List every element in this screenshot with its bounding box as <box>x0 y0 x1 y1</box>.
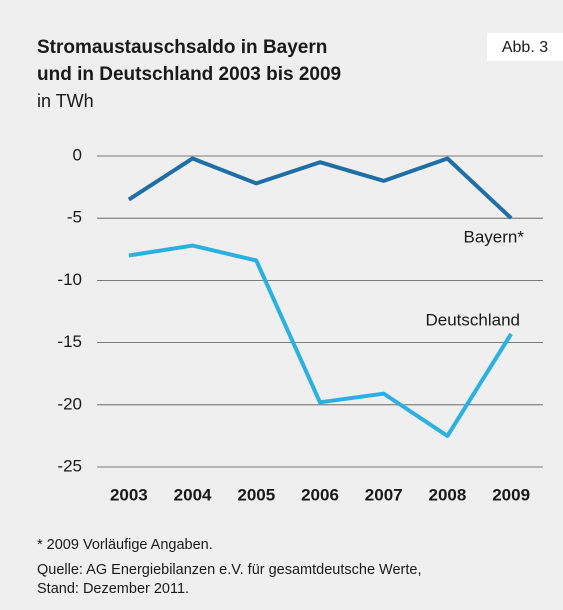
y-tick-label: 0 <box>73 145 82 164</box>
x-tick-label: 2009 <box>492 485 530 504</box>
series-label: Deutschland <box>425 310 520 329</box>
y-tick-label: -25 <box>57 456 82 475</box>
series-label: Bayern* <box>464 227 525 246</box>
footnote: Quelle: AG Energiebilanzen e.V. für gesa… <box>37 562 421 578</box>
footnote: Stand: Dezember 2011. <box>37 581 189 597</box>
x-tick-label: 2004 <box>174 485 212 504</box>
y-tick-label: -5 <box>67 208 82 227</box>
x-tick-label: 2005 <box>237 485 275 504</box>
x-tick-label: 2008 <box>429 485 467 504</box>
y-tick-label: -15 <box>57 332 82 351</box>
series-line <box>127 156 513 220</box>
chart-title: Stromaustauschsaldo in Bayern <box>37 37 327 58</box>
chart-title: und in Deutschland 2003 bis 2009 <box>37 64 341 85</box>
x-tick-label: 2003 <box>110 485 148 504</box>
badge-box <box>487 33 563 61</box>
y-tick-label: -10 <box>57 270 82 289</box>
footnote: * 2009 Vorläufige Angaben. <box>37 537 213 553</box>
y-tick-label: -20 <box>57 394 82 413</box>
x-tick-label: 2006 <box>301 485 339 504</box>
x-tick-label: 2007 <box>365 485 403 504</box>
badge: Abb. 3 <box>502 39 548 56</box>
subtitle: in TWh <box>37 91 94 111</box>
series-line <box>128 243 513 438</box>
